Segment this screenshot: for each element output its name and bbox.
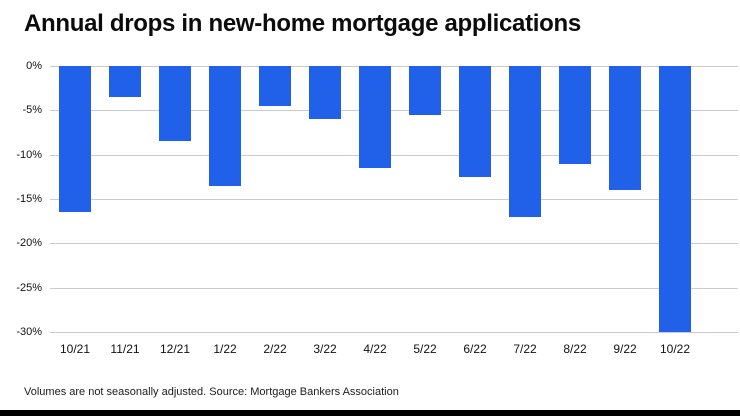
bar-slot	[150, 66, 200, 332]
gridline	[50, 110, 738, 112]
bar-slot	[200, 66, 250, 332]
x-axis-label: 6/22	[463, 342, 487, 356]
gridline	[50, 332, 738, 333]
bar-12-21	[159, 66, 191, 142]
bar-9-22	[609, 66, 641, 191]
x-axis-label: 2/22	[263, 342, 287, 356]
x-axis-label: 10/22	[659, 342, 691, 356]
bar-slot	[100, 66, 150, 332]
bar-chart: 0% -5% -10% -15% -20% -25% -30%	[0, 60, 740, 338]
bar-slot	[500, 66, 550, 332]
bar-slot	[600, 66, 650, 332]
x-axis-label: 10/21	[59, 342, 91, 356]
bar-7-22	[509, 66, 541, 217]
bar-2-22	[259, 66, 291, 106]
bar-11-21	[109, 66, 141, 98]
bar-5-22	[409, 66, 441, 115]
x-axis-label: 3/22	[313, 342, 337, 356]
x-axis-label: 5/22	[413, 342, 437, 356]
x-axis-label: 4/22	[363, 342, 387, 356]
bar-slot	[350, 66, 400, 332]
y-axis-label: 0%	[26, 60, 42, 72]
gridline	[50, 154, 738, 156]
x-axis-label: 11/21	[110, 342, 140, 356]
bar-slot	[250, 66, 300, 332]
bar-10-21	[59, 66, 91, 213]
bar-slot	[400, 66, 450, 332]
chart-title: Annual drops in new-home mortgage applic…	[24, 10, 581, 37]
chart-plot-area	[50, 66, 700, 332]
source-note: Volumes are not seasonally adjusted. Sou…	[24, 386, 399, 398]
bar-slot	[550, 66, 600, 332]
y-axis-label: -5%	[22, 104, 42, 117]
gridline	[50, 243, 738, 245]
bar-slot	[300, 66, 350, 332]
bar-4-22	[359, 66, 391, 168]
x-axis: 10/21 11/21 12/21 1/22 2/22 3/22 4/22 5/22 6/22 7…	[50, 342, 700, 356]
gridline	[50, 66, 738, 67]
x-axis-label: 1/22	[213, 342, 237, 356]
bar-10-22	[659, 66, 691, 332]
y-axis-label: -30%	[16, 326, 42, 338]
bar-slot	[650, 66, 700, 332]
bar-6-22	[459, 66, 491, 177]
gridline	[50, 199, 738, 200]
bar-8-22	[559, 66, 591, 164]
y-axis-label: -25%	[16, 281, 42, 294]
bar-slot	[450, 66, 500, 332]
bottom-border	[0, 410, 740, 416]
y-axis-label: -10%	[16, 148, 42, 161]
x-axis-label: 8/22	[563, 342, 587, 356]
bar-3-22	[309, 66, 341, 120]
y-axis-label: -20%	[16, 237, 42, 250]
gridline	[50, 287, 738, 289]
x-axis-label: 12/21	[159, 342, 191, 356]
bar-1-22	[209, 66, 241, 186]
x-axis-label: 9/22	[613, 342, 637, 356]
x-axis-label: 7/22	[513, 342, 537, 356]
y-axis-label: -15%	[16, 193, 42, 205]
bar-slot	[50, 66, 100, 332]
